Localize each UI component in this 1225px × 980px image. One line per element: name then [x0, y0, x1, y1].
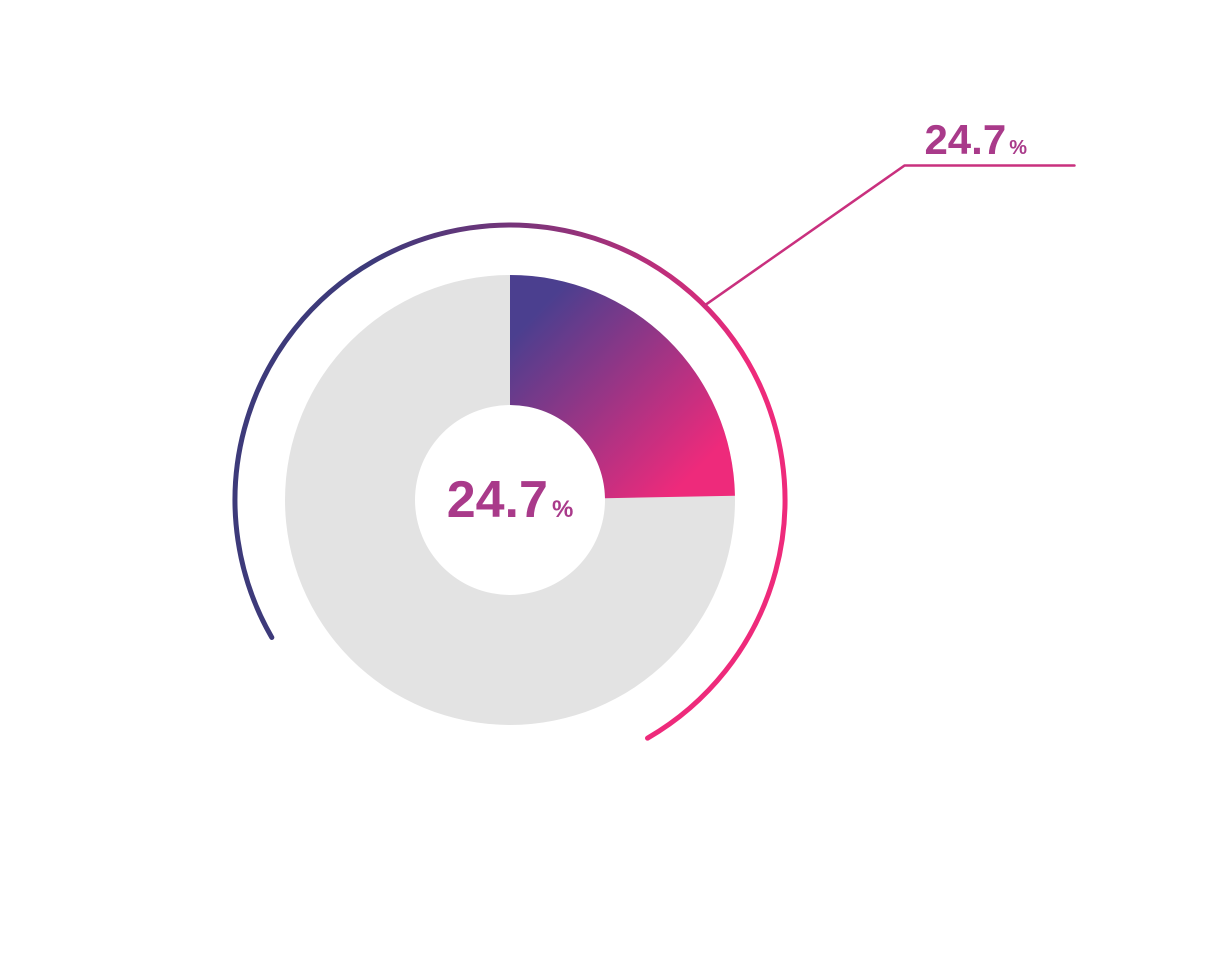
- percentage-donut-chart: 24.7% 24.7%: [0, 0, 1225, 980]
- center-percentage-value: 24.7: [447, 471, 548, 529]
- chart-canvas: [0, 0, 1225, 980]
- donut-slice: [510, 275, 735, 498]
- callout-percentage-suffix: %: [1009, 137, 1027, 159]
- center-percentage-label: 24.7%: [447, 470, 574, 530]
- callout-percentage-value: 24.7: [924, 116, 1006, 163]
- callout-percentage-label: 24.7%: [924, 116, 1027, 164]
- callout-leader-line: [704, 166, 1074, 306]
- center-percentage-suffix: %: [552, 496, 573, 523]
